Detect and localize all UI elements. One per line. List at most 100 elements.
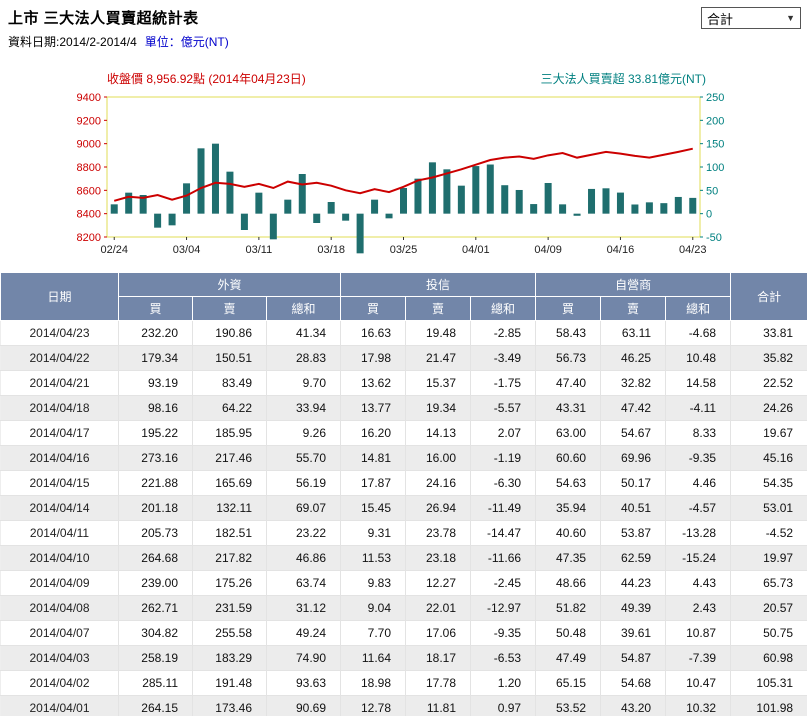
value-cell: 231.59 bbox=[192, 595, 267, 621]
value-cell: -3.49 bbox=[470, 345, 537, 371]
net-buy-sell-bar bbox=[371, 199, 379, 214]
sub-header-buy: 買 bbox=[340, 296, 407, 321]
value-cell: 35.94 bbox=[535, 495, 602, 521]
value-cell: 13.77 bbox=[340, 395, 407, 421]
combo-chart: 9400 9200 9000 8800 8600 8400 8200 250 200 150 100… bbox=[77, 92, 725, 256]
value-cell: -12.97 bbox=[470, 595, 537, 621]
x-axis-tick-label: 02/24 bbox=[100, 244, 128, 256]
table-row: 2014/04/07 304.82 255.58 49.24 7.70 17.06 -9.3… bbox=[0, 620, 807, 646]
total-cell: 53.01 bbox=[730, 495, 807, 521]
table-row: 2014/04/01 264.15 173.46 90.69 12.78 11.81 0.9… bbox=[0, 695, 807, 716]
value-cell: 62.59 bbox=[600, 545, 667, 571]
plot-frame bbox=[106, 96, 701, 238]
date-cell: 2014/04/14 bbox=[0, 495, 119, 521]
value-cell: 9.31 bbox=[340, 520, 407, 546]
value-cell: 232.20 bbox=[118, 320, 193, 346]
date-cell: 2014/04/16 bbox=[0, 445, 119, 471]
sub-header-net: 總和 bbox=[470, 296, 537, 321]
value-cell: 15.37 bbox=[405, 370, 472, 396]
net-buy-sell-bar bbox=[183, 183, 191, 214]
table-row: 2014/04/23 232.20 190.86 41.34 16.63 19.48 -2.… bbox=[0, 320, 807, 346]
net-buy-sell-bar bbox=[544, 182, 552, 214]
value-cell: 69.96 bbox=[600, 445, 667, 471]
total-cell: 45.16 bbox=[730, 445, 807, 471]
value-cell: 195.22 bbox=[118, 420, 193, 446]
value-cell: 43.20 bbox=[600, 695, 667, 716]
value-cell: 22.01 bbox=[405, 595, 472, 621]
date-cell: 2014/04/08 bbox=[0, 595, 119, 621]
net-buy-sell-bar bbox=[313, 213, 321, 223]
table-row: 2014/04/02 285.11 191.48 93.63 18.98 17.78 1.2… bbox=[0, 670, 807, 696]
chevron-down-icon: ▼ bbox=[786, 13, 795, 23]
value-cell: 53.87 bbox=[600, 520, 667, 546]
net-buy-sell-bar bbox=[602, 188, 610, 214]
value-cell: 132.11 bbox=[192, 495, 267, 521]
value-cell: 2.07 bbox=[470, 420, 537, 446]
data-table: 日期 外資 投信 自營商 合計 買 賣 總和 買 賣 總和 買 賣 總和 201… bbox=[0, 272, 807, 716]
value-cell: 8.33 bbox=[665, 420, 732, 446]
value-cell: -7.39 bbox=[665, 645, 732, 671]
net-buy-sell-bar bbox=[110, 204, 118, 214]
net-buy-sell-bar bbox=[660, 203, 668, 214]
net-buy-sell-bar bbox=[385, 213, 393, 219]
value-cell: 17.98 bbox=[340, 345, 407, 371]
value-cell: 51.82 bbox=[535, 595, 602, 621]
value-cell: 65.15 bbox=[535, 670, 602, 696]
left-axis-tick-label: 8200 bbox=[77, 232, 101, 244]
total-cell: 35.82 bbox=[730, 345, 807, 371]
left-axis-tick-label: 9000 bbox=[77, 139, 101, 151]
date-cell: 2014/04/01 bbox=[0, 695, 119, 716]
value-cell: 201.18 bbox=[118, 495, 193, 521]
left-axis-tick-label: 9400 bbox=[77, 92, 101, 104]
table-row: 2014/04/15 221.88 165.69 56.19 17.87 24.16 -6.… bbox=[0, 470, 807, 496]
value-cell: 21.47 bbox=[405, 345, 472, 371]
value-cell: 60.60 bbox=[535, 445, 602, 471]
net-buy-sell-bar bbox=[211, 143, 219, 214]
value-cell: 64.22 bbox=[192, 395, 267, 421]
value-cell: 50.48 bbox=[535, 620, 602, 646]
value-cell: -11.49 bbox=[470, 495, 537, 521]
net-buy-sell-bar bbox=[400, 188, 407, 214]
value-cell: 23.22 bbox=[265, 520, 342, 546]
group-header-trust: 投信 bbox=[340, 272, 537, 297]
value-cell: 4.46 bbox=[665, 470, 732, 496]
right-axis-tick-label: -50 bbox=[706, 232, 722, 244]
value-cell: 55.70 bbox=[265, 445, 342, 471]
sub-header-sell: 賣 bbox=[405, 296, 472, 321]
category-dropdown[interactable]: 合計 ▼ bbox=[701, 7, 801, 29]
value-cell: 23.78 bbox=[405, 520, 472, 546]
value-cell: -1.75 bbox=[470, 370, 537, 396]
value-cell: 47.40 bbox=[535, 370, 602, 396]
value-cell: -6.30 bbox=[470, 470, 537, 496]
value-cell: 18.98 bbox=[340, 670, 407, 696]
date-cell: 2014/04/11 bbox=[0, 520, 119, 546]
total-cell: 22.52 bbox=[730, 370, 807, 396]
value-cell: 74.90 bbox=[265, 645, 342, 671]
value-cell: 13.62 bbox=[340, 370, 407, 396]
net-buy-sell-bar bbox=[342, 213, 350, 221]
table-row: 2014/04/10 264.68 217.82 46.86 11.53 23.18 -11… bbox=[0, 545, 807, 571]
net-buy-sell-bar bbox=[428, 162, 436, 214]
sub-header-sell: 賣 bbox=[600, 296, 667, 321]
value-cell: 44.23 bbox=[600, 570, 667, 596]
total-cell: 50.75 bbox=[730, 620, 807, 646]
value-cell: 58.43 bbox=[535, 320, 602, 346]
value-cell: 54.63 bbox=[535, 470, 602, 496]
right-axis-tick-label: 100 bbox=[706, 162, 724, 174]
net-buy-sell-bar bbox=[226, 171, 234, 214]
net-buy-sell-bar bbox=[689, 197, 697, 214]
value-cell: 185.95 bbox=[192, 420, 267, 446]
x-axis-tick-label: 03/25 bbox=[390, 244, 418, 256]
value-cell: 46.25 bbox=[600, 345, 667, 371]
left-axis-tick-label: 8400 bbox=[77, 209, 101, 221]
value-cell: 264.15 bbox=[118, 695, 193, 716]
date-cell: 2014/04/18 bbox=[0, 395, 119, 421]
left-axis-tick-label: 8800 bbox=[77, 162, 101, 174]
net-buy-sell-bar bbox=[616, 192, 624, 214]
value-cell: 32.82 bbox=[600, 370, 667, 396]
date-cell: 2014/04/15 bbox=[0, 470, 119, 496]
value-cell: 2.43 bbox=[665, 595, 732, 621]
value-cell: 165.69 bbox=[192, 470, 267, 496]
unit-link[interactable]: 單位：億元(NT) bbox=[144, 35, 229, 49]
value-cell: 217.46 bbox=[192, 445, 267, 471]
